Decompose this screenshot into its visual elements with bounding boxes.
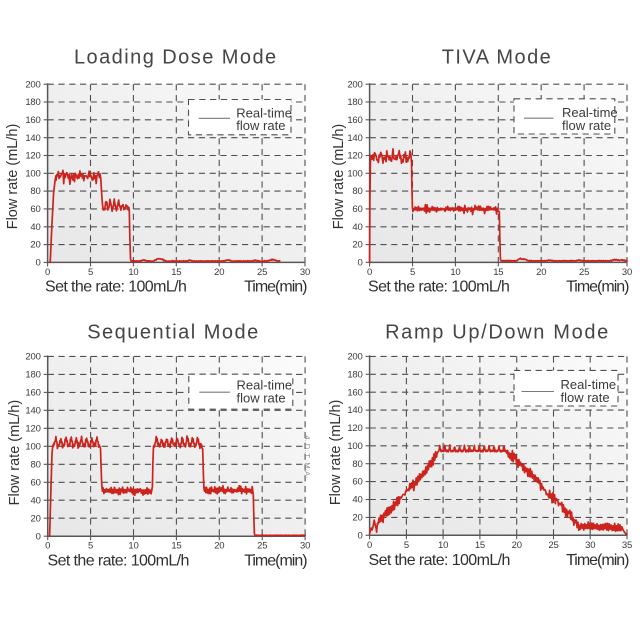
svg-text:200: 200 — [347, 79, 362, 90]
svg-text:120: 120 — [25, 423, 40, 434]
svg-text:0: 0 — [36, 258, 41, 269]
svg-text:80: 80 — [352, 186, 362, 197]
svg-text:30: 30 — [622, 267, 632, 278]
svg-text:10: 10 — [128, 267, 138, 278]
svg-text:Loading Dose Mode: Loading Dose Mode — [74, 47, 278, 69]
svg-text:flow rate: flow rate — [236, 118, 285, 133]
svg-text:140: 140 — [25, 133, 40, 144]
svg-text:200: 200 — [25, 352, 40, 363]
svg-text:60: 60 — [31, 477, 41, 488]
svg-text:0: 0 — [45, 267, 50, 278]
svg-text:flow rate: flow rate — [562, 118, 611, 133]
svg-text:10: 10 — [438, 540, 448, 551]
svg-text:30: 30 — [585, 540, 595, 551]
svg-text:0: 0 — [358, 530, 363, 541]
svg-text:10: 10 — [450, 267, 460, 278]
svg-text:160: 160 — [25, 388, 40, 399]
svg-text:30: 30 — [300, 541, 310, 552]
svg-text:15: 15 — [171, 267, 181, 278]
svg-text:160: 160 — [347, 387, 362, 398]
svg-text:0: 0 — [367, 540, 372, 551]
svg-text:100: 100 — [25, 168, 40, 179]
svg-text:Set the rate: 100mL/h: Set the rate: 100mL/h — [45, 278, 186, 295]
svg-text:180: 180 — [347, 97, 362, 108]
svg-text:4..D..T ·M·A·: 4..D..T ·M·A· — [303, 433, 312, 478]
svg-text:40: 40 — [352, 495, 362, 506]
svg-text:Time(min): Time(min) — [566, 278, 629, 295]
svg-text:flow rate: flow rate — [561, 390, 610, 405]
svg-text:80: 80 — [352, 459, 362, 470]
svg-text:30: 30 — [300, 267, 310, 278]
svg-text:Flow rate (mL/h): Flow rate (mL/h) — [7, 400, 23, 506]
svg-text:180: 180 — [25, 370, 40, 381]
svg-text:flow rate: flow rate — [237, 391, 286, 406]
svg-text:20: 20 — [512, 540, 522, 551]
svg-text:120: 120 — [25, 151, 40, 162]
svg-text:5: 5 — [88, 541, 93, 552]
svg-text:80: 80 — [30, 186, 40, 197]
svg-text:Real-time: Real-time — [237, 378, 293, 393]
svg-text:Time(min): Time(min) — [244, 278, 307, 295]
svg-text:Set the rate: 100mL/h: Set the rate: 100mL/h — [368, 278, 509, 295]
svg-text:140: 140 — [25, 405, 40, 416]
svg-text:100: 100 — [347, 168, 362, 179]
svg-text:60: 60 — [352, 477, 362, 488]
svg-text:0: 0 — [367, 267, 372, 278]
svg-text:40: 40 — [30, 222, 40, 233]
svg-text:200: 200 — [347, 352, 362, 363]
svg-text:120: 120 — [347, 423, 362, 434]
svg-text:180: 180 — [347, 369, 362, 380]
svg-text:25: 25 — [257, 267, 267, 278]
svg-text:25: 25 — [579, 267, 589, 278]
svg-text:100: 100 — [25, 441, 40, 452]
svg-text:15: 15 — [171, 541, 181, 552]
svg-text:15: 15 — [475, 540, 485, 551]
svg-text:5: 5 — [410, 267, 415, 278]
svg-text:25: 25 — [257, 541, 267, 552]
svg-text:5: 5 — [88, 267, 93, 278]
svg-text:5: 5 — [404, 540, 409, 551]
svg-text:160: 160 — [25, 115, 40, 126]
svg-text:140: 140 — [347, 405, 362, 416]
svg-text:180: 180 — [25, 97, 40, 108]
svg-text:20: 20 — [214, 267, 224, 278]
svg-text:Set the rate: 100mL/h: Set the rate: 100mL/h — [369, 552, 510, 569]
svg-text:Set the rate: 100mL/h: Set the rate: 100mL/h — [48, 553, 189, 570]
svg-text:100: 100 — [347, 441, 362, 452]
svg-text:10: 10 — [128, 541, 138, 552]
svg-text:Real-time: Real-time — [236, 106, 292, 121]
svg-text:Time(min): Time(min) — [244, 553, 307, 570]
svg-text:20: 20 — [214, 541, 224, 552]
svg-text:25: 25 — [548, 540, 558, 551]
svg-text:15: 15 — [493, 267, 503, 278]
svg-text:140: 140 — [347, 133, 362, 144]
svg-text:Time(min): Time(min) — [566, 552, 629, 569]
svg-text:Flow rate (mL/h): Flow rate (mL/h) — [331, 124, 347, 230]
svg-text:Real-time: Real-time — [561, 377, 617, 392]
svg-text:60: 60 — [352, 204, 362, 215]
svg-text:0: 0 — [36, 531, 41, 542]
svg-text:Real-time: Real-time — [562, 105, 618, 120]
svg-text:Flow rate (mL/h): Flow rate (mL/h) — [5, 124, 21, 230]
svg-text:Sequential Mode: Sequential Mode — [87, 322, 260, 344]
svg-text:20: 20 — [30, 240, 40, 251]
svg-text:20: 20 — [31, 513, 41, 524]
svg-text:TIVA Mode: TIVA Mode — [442, 47, 553, 69]
svg-text:80: 80 — [31, 459, 41, 470]
svg-text:0: 0 — [358, 258, 363, 269]
svg-text:40: 40 — [31, 495, 41, 506]
svg-text:20: 20 — [352, 513, 362, 524]
svg-text:40: 40 — [352, 222, 362, 233]
svg-text:200: 200 — [25, 79, 40, 90]
svg-text:20: 20 — [352, 240, 362, 251]
svg-text:60: 60 — [30, 204, 40, 215]
svg-text:35: 35 — [622, 540, 632, 551]
svg-text:20: 20 — [536, 267, 546, 278]
svg-text:160: 160 — [347, 115, 362, 126]
svg-text:Flow rate (mL/h): Flow rate (mL/h) — [328, 400, 344, 506]
svg-text:120: 120 — [347, 151, 362, 162]
svg-text:Ramp Up/Down Mode: Ramp Up/Down Mode — [385, 322, 610, 344]
svg-text:0: 0 — [45, 541, 50, 552]
